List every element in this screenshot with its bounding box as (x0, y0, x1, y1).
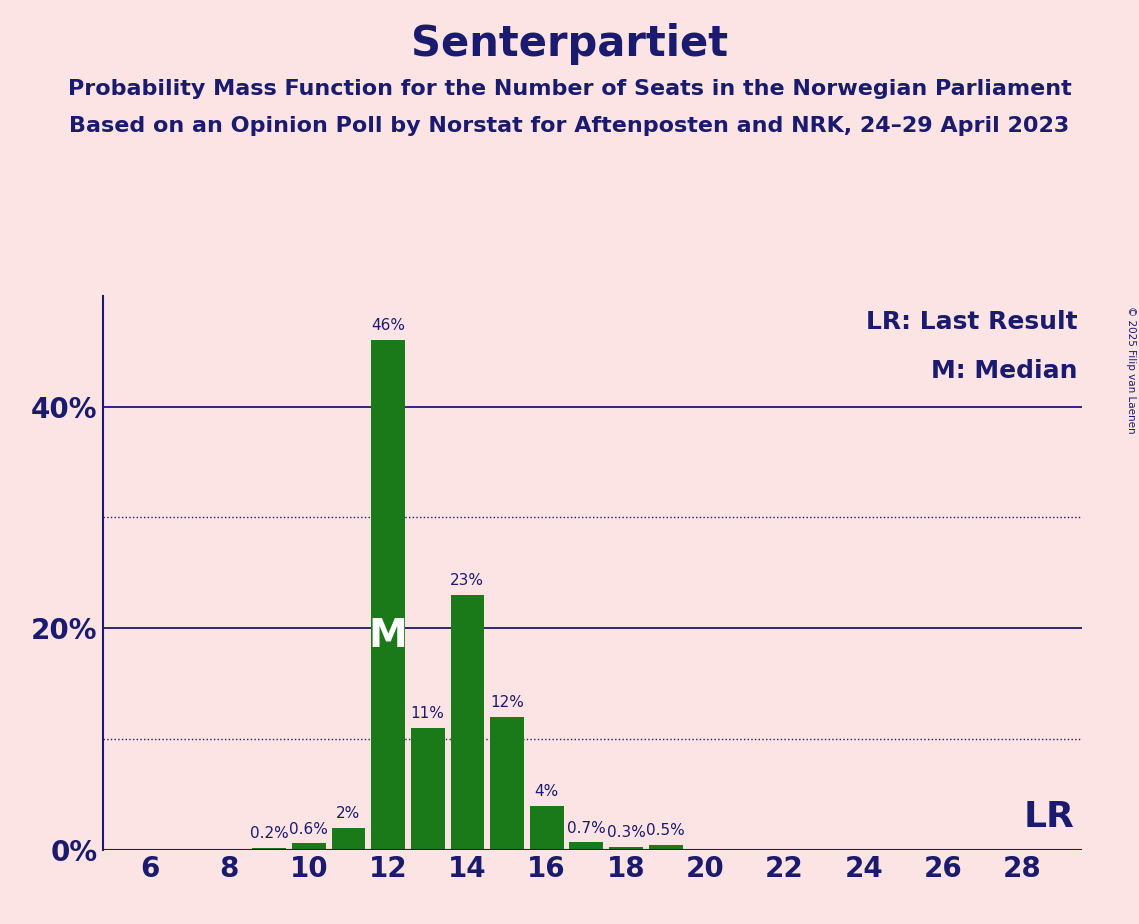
Text: M: Median: M: Median (931, 359, 1077, 383)
Text: © 2025 Filip van Laenen: © 2025 Filip van Laenen (1126, 306, 1136, 433)
Bar (252, 848, 286, 850)
Bar (331, 828, 366, 850)
Bar (411, 728, 444, 850)
Text: 11%: 11% (411, 707, 444, 722)
Text: LR: LR (1023, 800, 1074, 833)
Bar (371, 340, 404, 850)
Text: Based on an Opinion Poll by Norstat for Aftenposten and NRK, 24–29 April 2023: Based on an Opinion Poll by Norstat for … (69, 116, 1070, 136)
Bar (530, 806, 564, 850)
Text: 0.3%: 0.3% (607, 825, 646, 840)
Bar (451, 595, 484, 850)
Text: Probability Mass Function for the Number of Seats in the Norwegian Parliament: Probability Mass Function for the Number… (67, 79, 1072, 99)
Text: Senterpartiet: Senterpartiet (411, 23, 728, 65)
Text: 0.6%: 0.6% (289, 821, 328, 837)
Text: 12%: 12% (490, 696, 524, 711)
Text: 2%: 2% (336, 807, 361, 821)
Bar (490, 717, 524, 850)
Bar (292, 844, 326, 850)
Text: LR: Last Result: LR: Last Result (866, 310, 1077, 334)
Text: 46%: 46% (371, 319, 405, 334)
Text: 0.7%: 0.7% (567, 821, 606, 835)
Text: 4%: 4% (534, 784, 559, 799)
Bar (609, 846, 642, 850)
Text: 0.2%: 0.2% (249, 826, 288, 841)
Bar (649, 845, 682, 850)
Text: 0.5%: 0.5% (646, 823, 685, 838)
Text: 23%: 23% (450, 574, 484, 589)
Text: M: M (369, 617, 408, 655)
Bar (570, 843, 604, 850)
